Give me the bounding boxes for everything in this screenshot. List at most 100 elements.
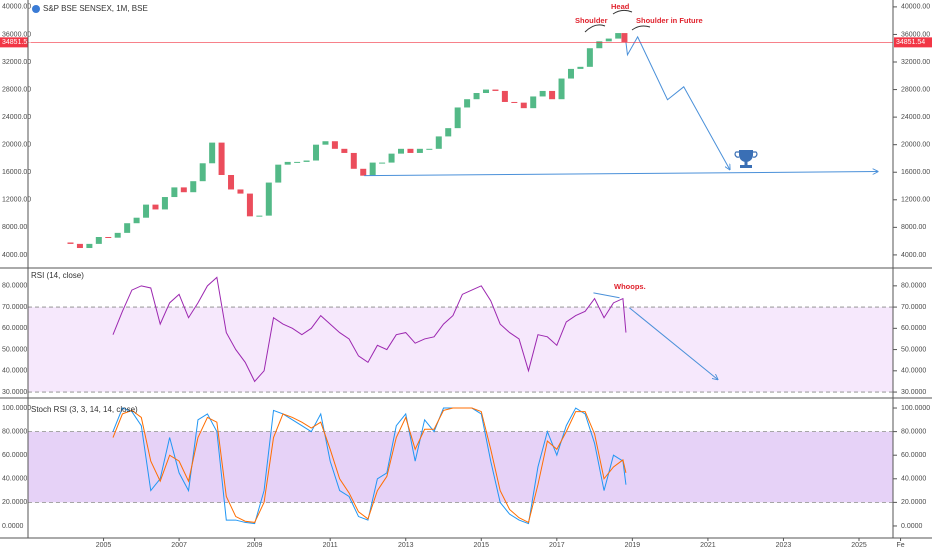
y-tick-label: 40.0000 bbox=[901, 476, 926, 483]
candle bbox=[190, 181, 197, 193]
candle bbox=[95, 236, 102, 244]
y-tick-label: 20000.00 bbox=[2, 142, 31, 149]
y-tick-label: 60.0000 bbox=[2, 325, 27, 332]
projection-line bbox=[629, 307, 717, 380]
y-tick-label: 20.0000 bbox=[2, 499, 27, 506]
candle bbox=[67, 242, 74, 244]
candle bbox=[473, 93, 480, 100]
pane-title: RSI (14, close) bbox=[31, 271, 84, 280]
series-line bbox=[112, 407, 627, 524]
candle bbox=[171, 187, 178, 198]
candle bbox=[218, 142, 225, 175]
shoulder-arc bbox=[584, 24, 606, 33]
last-price-label: 34851.54 bbox=[896, 39, 925, 46]
candle bbox=[86, 243, 93, 249]
y-tick-label: 50.0000 bbox=[2, 346, 27, 353]
candle bbox=[209, 142, 216, 164]
y-tick-label: 40000.00 bbox=[901, 4, 930, 11]
annotation: Whoops. bbox=[614, 282, 646, 291]
y-tick-label: 20.0000 bbox=[901, 499, 926, 506]
x-tick-label: 2009 bbox=[247, 542, 263, 549]
y-tick-label: 32000.00 bbox=[2, 59, 31, 66]
y-tick-label: 80.0000 bbox=[2, 283, 27, 290]
symbol-icon bbox=[32, 5, 40, 13]
candle bbox=[284, 161, 291, 165]
x-tick-label: 2011 bbox=[323, 542, 338, 549]
annotation: Head bbox=[611, 2, 630, 11]
series-line bbox=[112, 407, 627, 525]
candle bbox=[256, 215, 263, 217]
chart-title: S&P BSE SENSEX, 1M, BSE bbox=[43, 4, 148, 13]
candle bbox=[539, 90, 546, 97]
y-tick-label: 70.0000 bbox=[901, 304, 926, 311]
y-tick-label: 70.0000 bbox=[2, 304, 27, 311]
trophy-icon bbox=[734, 150, 758, 168]
candle bbox=[549, 90, 556, 100]
y-tick-label: 36000.00 bbox=[2, 31, 31, 38]
y-tick-label: 30.0000 bbox=[2, 389, 27, 396]
y-tick-label: 80.0000 bbox=[901, 283, 926, 290]
band bbox=[28, 307, 893, 393]
candle bbox=[322, 141, 329, 145]
last-price-box bbox=[894, 37, 932, 48]
candle bbox=[331, 141, 338, 149]
candle bbox=[180, 187, 187, 193]
candle bbox=[313, 144, 320, 161]
candle bbox=[492, 89, 499, 91]
candle bbox=[445, 128, 452, 137]
y-tick-label: 12000.00 bbox=[2, 197, 31, 204]
y-tick-label: 50.0000 bbox=[901, 346, 926, 353]
candle bbox=[407, 148, 414, 153]
candle bbox=[501, 90, 508, 102]
y-tick-label: 40000.00 bbox=[2, 4, 31, 11]
candle bbox=[426, 148, 433, 150]
y-tick-label: 60.0000 bbox=[2, 452, 27, 459]
candle bbox=[76, 243, 83, 249]
last-price-label: 34851.54 bbox=[2, 39, 31, 46]
y-tick-label: 16000.00 bbox=[2, 169, 31, 176]
candle bbox=[275, 164, 282, 183]
head-arc bbox=[612, 9, 633, 15]
candle bbox=[294, 161, 301, 163]
candle bbox=[379, 162, 386, 164]
candle bbox=[369, 162, 376, 176]
y-tick-label: 0.0000 bbox=[901, 523, 923, 530]
y-tick-label: 4000.00 bbox=[901, 252, 926, 259]
y-tick-label: 24000.00 bbox=[901, 114, 930, 121]
candle bbox=[520, 102, 527, 109]
y-tick-label: 60.0000 bbox=[901, 452, 926, 459]
candle bbox=[511, 101, 518, 103]
candle bbox=[350, 152, 357, 169]
x-tick-label: 2017 bbox=[549, 542, 565, 549]
candle bbox=[199, 163, 206, 182]
candle bbox=[530, 96, 537, 109]
y-tick-label: 0.0000 bbox=[2, 523, 24, 530]
y-tick-label: 36000.00 bbox=[901, 31, 930, 38]
candle bbox=[237, 189, 244, 194]
annotation: Shoulder in Future bbox=[636, 16, 703, 25]
candle bbox=[341, 148, 348, 153]
x-tick-label: 2021 bbox=[700, 542, 716, 549]
annotation: Shoulder bbox=[575, 16, 608, 25]
shoulder-arc bbox=[631, 25, 651, 31]
candle bbox=[596, 41, 603, 49]
candle bbox=[246, 193, 253, 217]
candle bbox=[303, 160, 310, 162]
y-tick-label: 40.0000 bbox=[2, 476, 27, 483]
y-tick-label: 100.0000 bbox=[2, 405, 31, 412]
y-tick-label: 40.0000 bbox=[901, 368, 926, 375]
x-tick-label: 2013 bbox=[398, 542, 414, 549]
y-tick-label: 4000.00 bbox=[2, 252, 27, 259]
candle bbox=[577, 66, 584, 69]
y-tick-label: 28000.00 bbox=[901, 86, 930, 93]
candle bbox=[416, 148, 423, 153]
candle bbox=[152, 204, 159, 210]
x-tick-label: Fe bbox=[896, 542, 904, 549]
candle bbox=[464, 99, 471, 108]
y-tick-label: 80.0000 bbox=[901, 428, 926, 435]
divergence-line bbox=[593, 292, 620, 299]
x-tick-label: 2015 bbox=[473, 542, 489, 549]
x-tick-label: 2019 bbox=[625, 542, 641, 549]
candle bbox=[124, 223, 131, 233]
candle bbox=[558, 78, 565, 100]
